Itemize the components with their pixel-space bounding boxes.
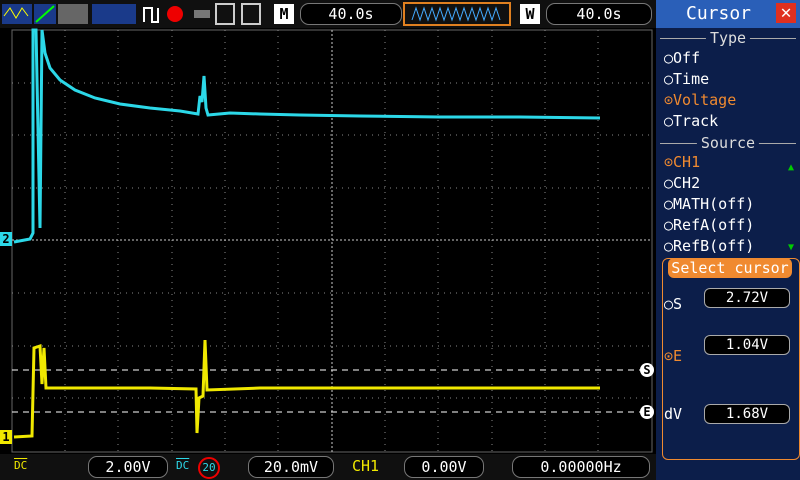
radio: ○ — [664, 112, 674, 130]
timebase: 40.0s — [300, 3, 402, 25]
ch1-coupling: DC — [14, 459, 28, 472]
start-value: 2.72V — [704, 288, 790, 308]
trigger-source: CH1 — [352, 457, 380, 475]
type-option[interactable]: ⊙Voltage — [664, 90, 736, 110]
end-label-text: E — [673, 347, 683, 365]
panel-title: Cursor — [686, 3, 752, 24]
source-heading: Source — [696, 134, 760, 152]
radio: ⊙ — [664, 153, 674, 171]
trigger-level: 0.00V — [404, 456, 484, 478]
radio: ○ — [664, 70, 674, 88]
type-option[interactable]: ○Time — [664, 69, 709, 89]
source-option[interactable]: ○RefB(off) — [664, 236, 754, 256]
delta-label: dV — [664, 405, 683, 423]
ch1-scale: 2.00V — [88, 456, 168, 478]
end-value: 1.04V — [704, 335, 790, 355]
cursor-panel: Cursor ✕ Type Source Select cursor ○S 2.… — [656, 0, 800, 480]
source-option[interactable]: ○CH2 — [664, 173, 700, 193]
ch2-scale: 20.0mV — [248, 456, 334, 478]
source-option-text: RefA(off) — [673, 216, 755, 234]
ch1-trace — [13, 339, 600, 439]
radio: ○ — [664, 49, 674, 67]
panel-header: Cursor ✕ — [656, 0, 800, 28]
ch2-trace — [13, 28, 601, 244]
source-option[interactable]: ⊙CH1 — [664, 152, 700, 172]
top-icons — [2, 2, 511, 26]
type-option-text: Time — [673, 70, 710, 88]
ch2-bandwidth: 20 — [198, 457, 220, 479]
radio: ⊙ — [664, 91, 674, 109]
start-label-text: S — [673, 295, 683, 313]
frequency: 0.00000Hz — [512, 456, 650, 478]
delta-value: 1.68V — [704, 404, 790, 424]
top-bar: M 40.0s W 40.0s — [0, 0, 656, 28]
type-section: Type — [660, 29, 796, 47]
radio: ○ — [664, 237, 674, 255]
source-option[interactable]: ○MATH(off) — [664, 194, 754, 214]
timebase-label: M — [274, 4, 294, 24]
select-heading[interactable]: Select cursor — [668, 258, 792, 278]
close-button[interactable]: ✕ — [776, 3, 796, 23]
ch2-marker: 2 — [0, 232, 12, 246]
scroll-down[interactable]: ▼ — [788, 242, 795, 253]
radio: ○ — [664, 174, 674, 192]
radio: ○ — [664, 216, 674, 234]
ch1-marker: 1 — [0, 430, 12, 444]
source-section: Source — [660, 134, 796, 152]
source-option-text: CH2 — [673, 174, 701, 192]
end-label[interactable]: ⊙E — [664, 347, 683, 365]
type-option[interactable]: ○Track — [664, 111, 718, 131]
window-label: W — [520, 4, 540, 24]
source-option[interactable]: ○RefA(off) — [664, 215, 754, 235]
type-heading: Type — [705, 29, 751, 47]
start-label[interactable]: ○S — [664, 295, 683, 313]
type-option-text: Track — [673, 112, 719, 130]
cursor-e-marker: E — [640, 405, 654, 419]
type-option-text: Voltage — [673, 91, 737, 109]
ch2-coupling: DC — [176, 459, 190, 472]
radio: ○ — [664, 195, 674, 213]
cursor-s-marker: S — [640, 363, 654, 377]
source-option-text: MATH(off) — [673, 195, 755, 213]
bottom-bar: DC 2.00V DC 20 20.0mV CH1 0.00V 0.00000H… — [0, 454, 656, 480]
source-option-text: RefB(off) — [673, 237, 755, 255]
type-option[interactable]: ○Off — [664, 48, 700, 68]
source-option-text: CH1 — [673, 153, 701, 171]
window: 40.0s — [546, 3, 652, 25]
scroll-up[interactable]: ▲ — [788, 162, 795, 173]
waveform-area — [11, 28, 653, 453]
type-option-text: Off — [673, 49, 701, 67]
graticule — [12, 30, 652, 452]
